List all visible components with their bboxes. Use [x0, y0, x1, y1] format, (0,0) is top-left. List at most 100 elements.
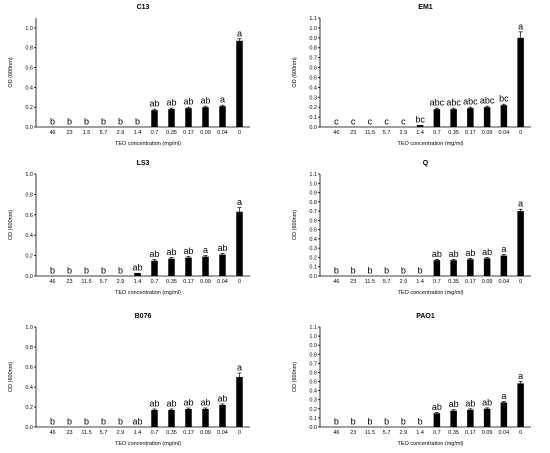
significance-letter: b	[334, 266, 339, 276]
x-axis-label: TEO concentration (mg/ml)	[397, 141, 463, 147]
x-tick-label: 5.7	[100, 430, 108, 436]
x-axis-label: TEO concentration (mg/ml)	[397, 290, 463, 296]
significance-letter: b	[367, 266, 372, 276]
chart-panel-q: Q 0.0 0.1 0.2 0.3 0.4 0.5 0.6 0.7 0.8 0.9 1.0 1.1 OD …	[292, 160, 531, 296]
bar	[168, 410, 175, 427]
x-tick-label: 2.9	[400, 130, 408, 136]
y-tick-label: 0.0	[25, 125, 33, 131]
x-tick-label: 1.4	[134, 279, 142, 285]
significance-letter: c	[384, 117, 389, 127]
y-tick-label: 0.8	[309, 352, 317, 358]
x-tick-label: 5.7	[383, 430, 391, 436]
bar	[219, 106, 226, 127]
x-tick-label: 11.5	[365, 130, 375, 136]
significance-letter: b	[84, 266, 89, 276]
y-tick-label: 0.2	[309, 255, 317, 261]
bar	[500, 105, 508, 127]
y-tick-label: 0.2	[309, 105, 317, 111]
significance-letter: abc	[463, 97, 478, 107]
y-tick-label: 0.5	[309, 75, 317, 81]
y-tick-label: 1.0	[25, 325, 33, 331]
significance-letter: b	[367, 417, 372, 427]
y-tick-label: 0.8	[25, 46, 33, 52]
x-tick-label: 23	[66, 430, 72, 436]
bar	[517, 383, 524, 427]
y-tick-label: 0.1	[309, 265, 317, 271]
y-tick-label: 0.8	[309, 200, 317, 206]
x-tick-label: 5.7	[100, 130, 108, 136]
significance-letter: b	[101, 117, 106, 127]
significance-letter: ab	[183, 398, 193, 408]
significance-letter: bc	[415, 115, 425, 125]
x-tick-label: 2.9	[117, 130, 125, 136]
y-tick-label: 0.6	[309, 66, 317, 72]
bar	[416, 125, 424, 127]
significance-letter: b	[351, 266, 356, 276]
x-tick-label: 2.9	[400, 430, 408, 436]
significance-letter: a	[203, 245, 208, 255]
significance-letter: b	[334, 417, 339, 427]
y-axis-label: OD (600nm)	[292, 210, 298, 240]
x-tick-label: 0.35	[166, 130, 177, 136]
x-tick-label: 11.5	[365, 430, 375, 436]
x-tick-label: 46	[49, 130, 55, 136]
y-tick-label: 0.4	[25, 233, 33, 239]
y-tick-label: 0.2	[25, 254, 33, 260]
y-axis-label: OD (600nm)	[8, 210, 14, 240]
x-tick-label: 46	[49, 430, 55, 436]
bar	[500, 255, 508, 276]
x-axis-label: TEO concentration (mg/ml)	[115, 141, 181, 147]
significance-letter: ab	[149, 99, 159, 109]
bar	[168, 109, 175, 127]
x-tick-label: 0.35	[448, 279, 459, 285]
significance-letter: b	[50, 266, 55, 276]
significance-letter: ab	[132, 417, 142, 427]
x-tick-label: 0.17	[465, 130, 476, 136]
y-tick-label: 0.0	[25, 425, 33, 431]
bar	[168, 258, 175, 276]
bar	[450, 109, 457, 127]
x-axis-label: TEO concentration (mg/ml)	[115, 441, 181, 447]
significance-letter: bc	[499, 94, 509, 104]
y-tick-label: 0.6	[309, 370, 317, 376]
x-tick-label: 0	[519, 279, 522, 285]
bar	[219, 405, 226, 427]
y-tick-label: 1.1	[309, 172, 317, 178]
x-tick-label: 0.7	[151, 279, 159, 285]
chart-panel-em1: EM1 0.0 0.1 0.2 0.3 0.4 0.5 0.6 0.7 0.8 0.9 1.0 1.1 O…	[292, 4, 531, 147]
y-tick-label: 0.4	[25, 85, 33, 91]
significance-letter: abc	[430, 98, 445, 108]
significance-letter: b	[418, 266, 423, 276]
y-tick-label: 0.7	[309, 361, 317, 367]
bar	[151, 110, 158, 127]
chart-panel-ls3: LS3 0.0 0.2 0.4 0.6 0.8 1.0 OD (600nm) 46 b 23 b 11.…	[8, 160, 250, 296]
significance-letter: a	[501, 244, 506, 254]
y-tick-label: 1.0	[25, 172, 33, 178]
significance-letter: ab	[149, 399, 159, 409]
bar	[202, 256, 209, 276]
bar	[134, 272, 141, 276]
x-tick-label: 46	[333, 279, 339, 285]
x-tick-label: 0.17	[183, 279, 194, 285]
y-tick-label: 0.0	[309, 425, 317, 431]
x-tick-label: 1.4	[134, 430, 142, 436]
x-tick-label: 0.17	[183, 430, 194, 436]
bar	[500, 402, 508, 427]
significance-letter: b	[135, 117, 140, 127]
panel-title: EM1	[418, 4, 433, 11]
panel-title: B076	[135, 313, 152, 320]
bar	[185, 108, 192, 127]
x-tick-label: 0.7	[433, 279, 441, 285]
y-tick-label: 0.6	[309, 218, 317, 224]
significance-letter: b	[101, 417, 106, 427]
x-tick-label: 0.04	[217, 130, 228, 136]
y-tick-label: 1.1	[309, 16, 317, 22]
bar	[185, 257, 192, 276]
bar	[219, 254, 226, 276]
significance-letter: ab	[200, 96, 210, 106]
x-tick-label: 0	[519, 130, 522, 136]
x-tick-label: 0	[238, 279, 241, 285]
significance-letter: b	[50, 417, 55, 427]
y-tick-label: 0.8	[25, 192, 33, 198]
